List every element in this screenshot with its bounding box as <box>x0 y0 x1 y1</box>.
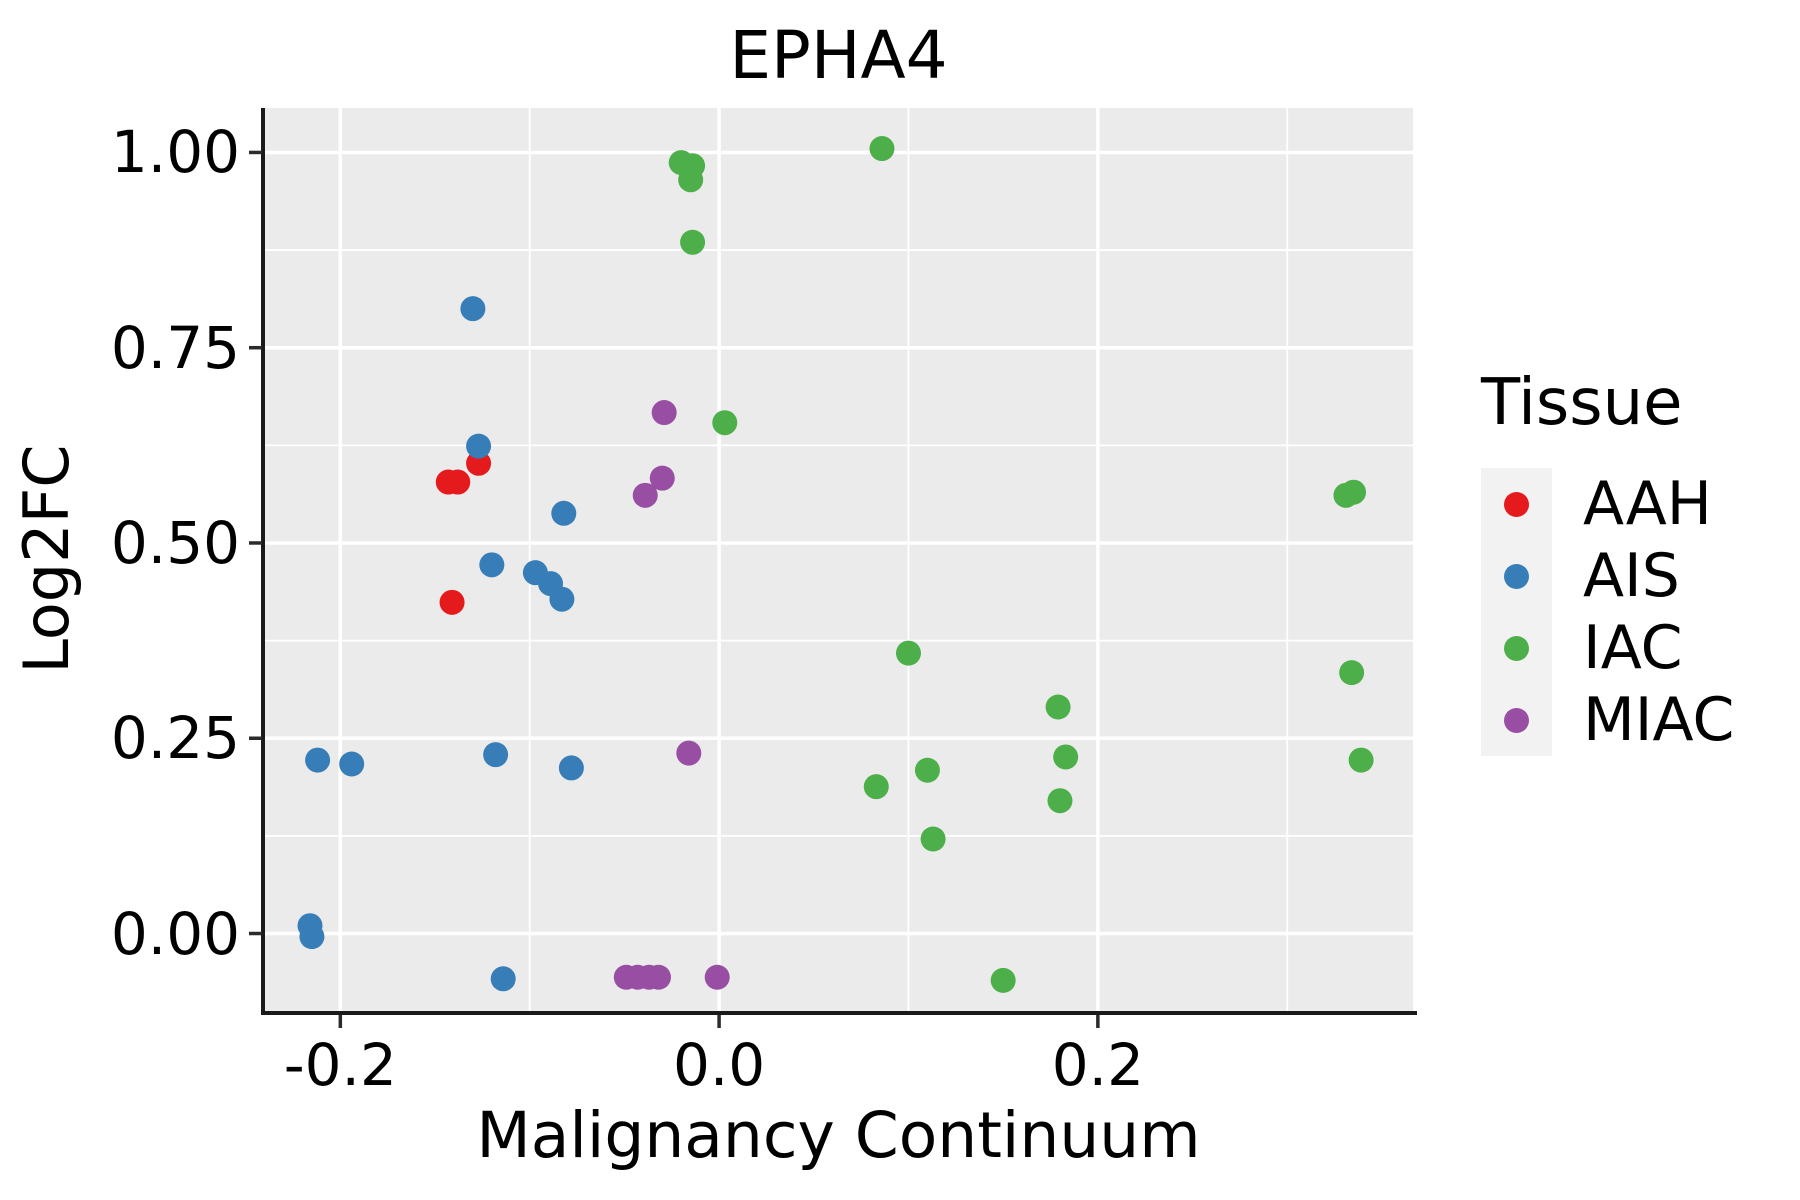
plot-panel <box>264 108 1413 1012</box>
data-point-AIS <box>479 552 505 578</box>
data-point-IAC <box>895 640 921 666</box>
y-tick-label: 1.00 <box>110 118 240 187</box>
data-point-IAC <box>712 410 738 436</box>
data-point-AIS <box>483 742 509 768</box>
data-point-AAH <box>445 469 471 495</box>
data-point-IAC <box>914 757 940 783</box>
y-tick-label: 0.25 <box>110 704 240 773</box>
data-point-AAH <box>439 589 465 615</box>
legend-label: MIAC <box>1583 685 1735 755</box>
data-point-IAC <box>1053 744 1079 770</box>
data-point-IAC <box>990 967 1016 993</box>
data-point-MIAC <box>651 400 677 426</box>
legend-dot-icon <box>1504 563 1529 589</box>
data-point-AIS <box>460 296 486 322</box>
data-point-IAC <box>863 774 889 800</box>
legend-item-AAH: AAH <box>1481 468 1712 540</box>
data-point-MIAC <box>632 482 658 508</box>
data-point-AIS <box>466 433 492 459</box>
data-point-IAC <box>1341 479 1367 505</box>
legend-key <box>1481 684 1552 756</box>
legend-key <box>1481 540 1552 612</box>
y-tick-label: 0.75 <box>110 313 240 382</box>
data-point-AAH <box>466 450 492 476</box>
data-point-IAC <box>680 229 706 255</box>
x-tick-label: -0.2 <box>283 1031 397 1099</box>
x-tick-label: 0.2 <box>1051 1031 1144 1099</box>
legend-title: Tissue <box>1481 366 1683 440</box>
y-tick-label: 0.00 <box>110 899 240 968</box>
data-point-AIS <box>299 924 325 950</box>
legend-dot-icon <box>1504 635 1529 661</box>
legend-item-MIAC: MIAC <box>1481 684 1734 756</box>
chart-title: EPHA4 <box>729 17 948 94</box>
data-point-IAC <box>1047 788 1073 814</box>
data-point-MIAC <box>704 964 730 990</box>
legend-item-AIS: AIS <box>1481 540 1680 612</box>
legend-key <box>1481 468 1552 540</box>
legend-key <box>1481 612 1552 684</box>
data-point-AIS <box>339 751 365 777</box>
data-point-MIAC <box>649 465 675 491</box>
data-point-IAC <box>869 136 895 162</box>
data-point-MIAC <box>676 740 702 766</box>
x-axis-label: Malignancy Continuum <box>476 1099 1201 1172</box>
data-point-IAC <box>1045 694 1071 720</box>
data-point-AIS <box>305 747 331 773</box>
data-point-IAC <box>920 826 946 852</box>
legend-dot-icon <box>1504 707 1529 733</box>
data-point-IAC <box>678 167 704 193</box>
data-point-AIS <box>558 755 584 781</box>
data-point-AIS <box>551 500 577 526</box>
legend-label: AAH <box>1583 469 1712 539</box>
data-point-AIS <box>490 966 516 992</box>
legend-dot-icon <box>1504 491 1529 517</box>
legend-label: AIS <box>1583 541 1680 611</box>
data-point-AIS <box>549 586 575 612</box>
x-tick-label: 0.0 <box>672 1031 766 1099</box>
data-point-IAC <box>1339 660 1365 686</box>
legend-item-IAC: IAC <box>1481 612 1683 684</box>
legend-label: IAC <box>1583 613 1683 683</box>
y-tick-label: 0.50 <box>110 508 240 577</box>
data-point-MIAC <box>645 964 671 990</box>
data-point-IAC <box>1348 747 1374 773</box>
